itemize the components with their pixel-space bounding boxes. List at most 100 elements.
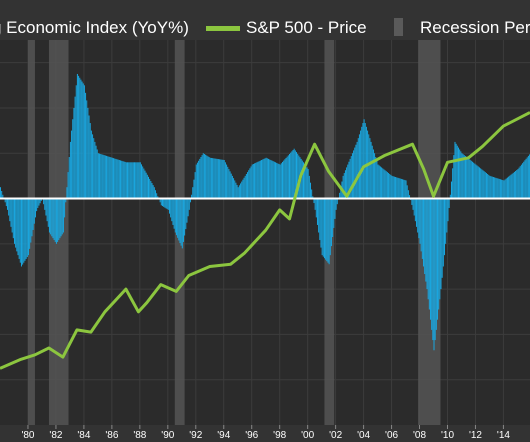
index-bar bbox=[475, 164, 477, 199]
index-bar bbox=[409, 195, 411, 199]
x-tick-label: '14 bbox=[497, 430, 510, 441]
x-tick-label: '06 bbox=[385, 430, 398, 441]
index-bar bbox=[473, 162, 475, 199]
x-tick-label: '88 bbox=[133, 430, 146, 441]
index-bar bbox=[342, 175, 344, 199]
index-bar bbox=[38, 198, 40, 206]
index-bar bbox=[483, 171, 485, 199]
index-bar bbox=[271, 160, 273, 199]
index-bar bbox=[166, 198, 168, 210]
index-bar bbox=[213, 158, 215, 199]
index-bar bbox=[210, 157, 212, 199]
index-bar bbox=[261, 160, 263, 199]
index-bar bbox=[48, 198, 50, 233]
index-bar bbox=[68, 157, 70, 199]
index-bar bbox=[263, 158, 265, 199]
index-bar bbox=[137, 162, 139, 199]
index-bar bbox=[295, 152, 297, 199]
index-bar bbox=[505, 178, 507, 199]
index-bar bbox=[212, 158, 214, 199]
index-bar bbox=[441, 198, 443, 278]
index-bar bbox=[350, 156, 352, 199]
index-bar bbox=[297, 153, 299, 199]
index-bar bbox=[419, 198, 421, 244]
index-bar bbox=[168, 198, 170, 214]
index-bar bbox=[391, 175, 393, 199]
index-bar bbox=[517, 169, 519, 199]
index-bar bbox=[99, 153, 101, 199]
index-bar bbox=[364, 123, 366, 199]
index-bar bbox=[196, 162, 198, 199]
index-bar bbox=[251, 164, 253, 199]
index-bar bbox=[235, 182, 237, 199]
x-tick-label: '12 bbox=[469, 430, 482, 441]
index-bar bbox=[355, 144, 357, 199]
index-bar bbox=[462, 154, 464, 199]
index-bar bbox=[2, 194, 4, 199]
index-bar bbox=[460, 151, 462, 199]
index-bar bbox=[87, 107, 89, 199]
index-bar bbox=[79, 77, 81, 199]
index-bar bbox=[141, 164, 143, 199]
index-bar bbox=[180, 198, 182, 246]
index-bar bbox=[104, 155, 106, 199]
index-bar bbox=[81, 81, 83, 199]
index-bar bbox=[226, 164, 228, 199]
index-bar bbox=[208, 157, 210, 199]
index-bar bbox=[200, 157, 202, 199]
index-bar bbox=[370, 141, 372, 199]
index-bar bbox=[16, 198, 18, 252]
index-bar bbox=[182, 198, 184, 242]
index-bar bbox=[509, 175, 511, 199]
index-bar bbox=[461, 153, 463, 199]
index-bar bbox=[6, 198, 8, 210]
index-bar bbox=[273, 161, 275, 199]
index-bar bbox=[269, 159, 271, 199]
index-bar bbox=[339, 192, 341, 199]
index-bar bbox=[293, 148, 295, 199]
x-tick-label: '94 bbox=[217, 430, 230, 441]
index-bar bbox=[446, 198, 448, 233]
index-bar bbox=[78, 75, 80, 199]
index-bar bbox=[187, 198, 189, 217]
index-bar bbox=[471, 161, 473, 199]
index-bar bbox=[179, 198, 181, 244]
index-bar bbox=[198, 160, 200, 199]
index-bar bbox=[279, 164, 281, 199]
index-bar bbox=[31, 198, 33, 237]
index-bar bbox=[93, 138, 95, 199]
index-bar bbox=[344, 170, 346, 199]
index-bar bbox=[89, 123, 91, 199]
index-bar bbox=[457, 147, 459, 199]
index-bar bbox=[101, 154, 103, 199]
index-bar bbox=[207, 156, 209, 199]
index-bar bbox=[178, 198, 180, 241]
index-bar bbox=[0, 187, 1, 199]
index-bar bbox=[485, 173, 487, 199]
index-bar bbox=[1, 190, 3, 199]
index-bar bbox=[501, 179, 503, 199]
index-bar bbox=[40, 198, 42, 201]
index-bar bbox=[195, 164, 197, 199]
index-bar bbox=[377, 164, 379, 199]
x-tick-label: '04 bbox=[357, 430, 370, 441]
index-bar bbox=[405, 180, 407, 199]
index-bar bbox=[361, 126, 363, 199]
index-bar bbox=[516, 170, 518, 199]
index-bar bbox=[369, 138, 371, 199]
index-bar bbox=[62, 198, 64, 233]
index-bar bbox=[322, 198, 324, 257]
index-bar bbox=[443, 198, 445, 256]
index-bar bbox=[10, 198, 12, 227]
index-bar bbox=[107, 156, 109, 199]
index-bar bbox=[26, 198, 28, 258]
index-bar bbox=[193, 179, 195, 199]
index-bar bbox=[37, 198, 39, 208]
index-bar bbox=[4, 198, 6, 203]
index-bar bbox=[36, 198, 38, 212]
index-bar bbox=[404, 180, 406, 199]
index-bar bbox=[202, 153, 204, 199]
index-bar bbox=[276, 162, 278, 199]
index-bar bbox=[72, 119, 74, 199]
